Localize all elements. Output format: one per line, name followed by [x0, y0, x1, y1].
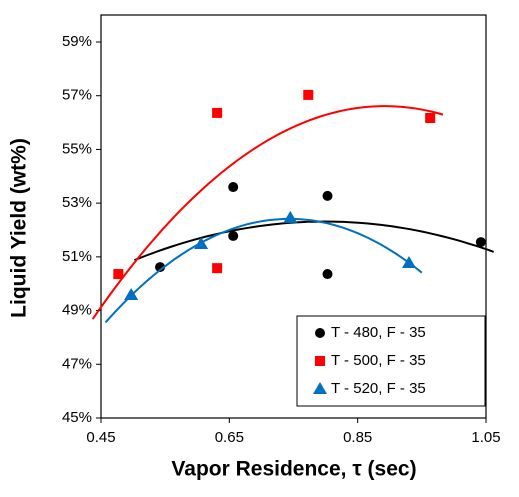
- point: [113, 269, 124, 280]
- point: [194, 236, 209, 249]
- point: [322, 190, 333, 201]
- point: [212, 263, 223, 274]
- y-tick-label: 55%: [62, 140, 92, 157]
- point: [124, 287, 139, 300]
- point: [402, 256, 416, 269]
- legend-label: T - 480, F - 35: [331, 324, 426, 341]
- y-tick-label: 51%: [62, 248, 92, 265]
- x-tick-label: 0.65: [215, 429, 244, 446]
- legend-box: [296, 315, 486, 407]
- x-tick-label: 1.05: [471, 429, 500, 446]
- legend-label: T - 520, F - 35: [331, 380, 426, 397]
- point: [313, 382, 327, 394]
- y-tick-label: 53%: [62, 194, 92, 211]
- y-tick-label: 47%: [62, 355, 92, 372]
- point: [155, 262, 166, 273]
- point: [322, 269, 333, 280]
- y-tick-label: 45%: [62, 409, 92, 426]
- point: [315, 328, 325, 338]
- x-tick-label: 0.85: [343, 429, 372, 446]
- legend: T - 480, F - 35 T - 500, F - 35 T - 520, F…: [296, 315, 486, 407]
- y-tick-label: 49%: [62, 302, 92, 319]
- point: [212, 107, 223, 118]
- point: [315, 356, 325, 366]
- point: [228, 182, 239, 193]
- y-axis-title: Liquid Yield (wt%): [8, 138, 31, 318]
- legend-label: T - 500, F - 35: [331, 352, 426, 369]
- point: [303, 89, 314, 100]
- trend-line: [104, 217, 423, 324]
- point: [425, 113, 436, 124]
- trend-line: [91, 105, 444, 320]
- point: [475, 237, 486, 248]
- y-tick-label: 59%: [62, 33, 92, 50]
- x-tick-label: 0.45: [86, 429, 115, 446]
- trend-line: [134, 220, 495, 262]
- x-axis-title: Vapor Residence, τ (sec): [171, 458, 416, 481]
- point: [228, 230, 239, 241]
- point: [283, 210, 298, 223]
- y-tick-label: 57%: [62, 87, 92, 104]
- plot-frame: [100, 14, 487, 419]
